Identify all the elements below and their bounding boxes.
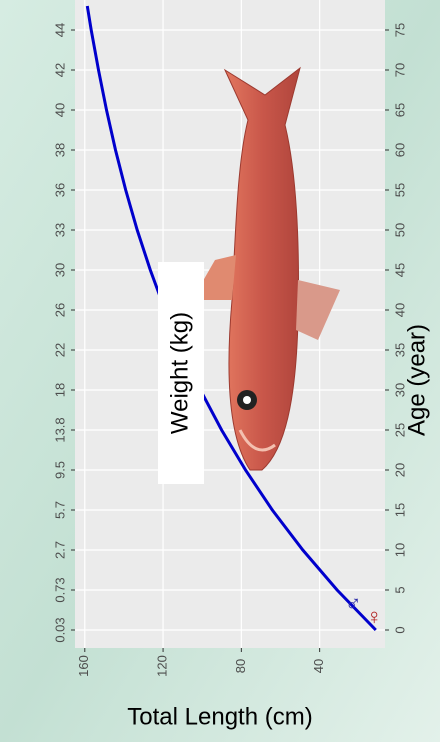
- x2-axis-title: Weight (kg): [166, 312, 193, 434]
- x-tick-label: 25: [392, 423, 407, 437]
- x2-tick-label: 0.03: [52, 617, 67, 642]
- x-tick-label: 55: [392, 183, 407, 197]
- x2-tick-label: 22: [52, 343, 67, 357]
- x-tick-label: 30: [392, 383, 407, 397]
- x2-tick-label: 44: [52, 23, 67, 37]
- x-tick-label: 35: [392, 343, 407, 357]
- x2-tick-label: 2.7: [52, 541, 67, 559]
- x2-tick-label: 18: [52, 383, 67, 397]
- x-tick-label: 10: [392, 543, 407, 557]
- x2-tick-label: 30: [52, 263, 67, 277]
- x-tick-label: 40: [392, 303, 407, 317]
- x2-tick-label: 40: [52, 103, 67, 117]
- x-tick-label: 45: [392, 263, 407, 277]
- x2-tick-label: 38: [52, 143, 67, 157]
- female-symbol: ♀: [366, 604, 383, 629]
- x2-tick-label: 42: [52, 63, 67, 77]
- x-tick-label: 15: [392, 503, 407, 517]
- x-tick-label: 20: [392, 463, 407, 477]
- x-tick-label: 70: [392, 63, 407, 77]
- x-tick-label: 5: [392, 586, 407, 593]
- x-tick-label: 75: [392, 23, 407, 37]
- y-tick-label: 80: [233, 659, 248, 673]
- x2-tick-label: 36: [52, 183, 67, 197]
- x2-tick-label: 0.73: [52, 577, 67, 602]
- x-tick-label: 50: [392, 223, 407, 237]
- y-tick-label: 40: [311, 659, 326, 673]
- x2-tick-label: 33: [52, 223, 67, 237]
- x2-tick-label: 26: [52, 303, 67, 317]
- y-tick-label: 120: [155, 655, 170, 677]
- x2-tick-label: 9.5: [52, 461, 67, 479]
- x-axis-title: Age (year): [403, 324, 430, 436]
- weight-title-box: [158, 262, 204, 484]
- male-symbol: ♂: [345, 591, 362, 616]
- x-tick-label: 60: [392, 143, 407, 157]
- x-tick-label: 0: [392, 626, 407, 633]
- x2-tick-label: 13.8: [52, 417, 67, 442]
- x-tick-label: 65: [392, 103, 407, 117]
- x2-tick-label: 5.7: [52, 501, 67, 519]
- y-tick-label: 160: [76, 655, 91, 677]
- y-axis-title: Total Length (cm): [127, 703, 312, 730]
